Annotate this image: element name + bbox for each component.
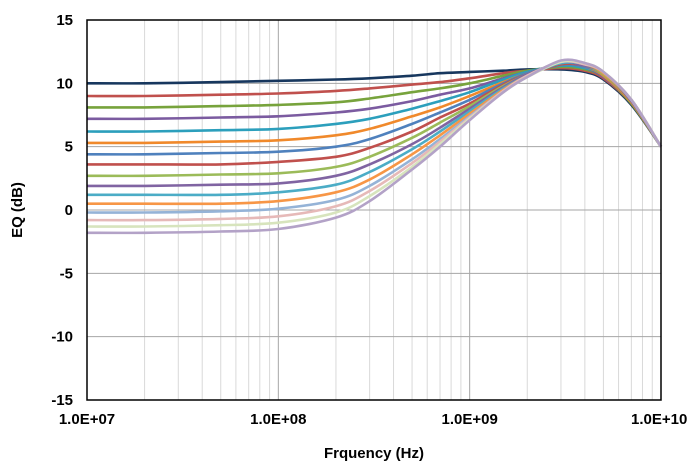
series-lines — [86, 58, 663, 235]
y-tick-label: 5 — [65, 139, 73, 156]
y-tick-label: 10 — [56, 75, 73, 92]
y-tick-label: -5 — [60, 265, 73, 282]
plot-area-border — [86, 19, 662, 401]
y-tick-labels: 15 10 5 0 -5 -10 -15 — [51, 12, 73, 409]
y-axis-label: EQ (dB) — [9, 182, 26, 238]
y-tick-label: -10 — [51, 329, 73, 346]
x-tick-label: 1.0E+07 — [59, 411, 115, 428]
y-tick-label: 0 — [65, 202, 73, 219]
y-tick-label: -15 — [51, 392, 73, 409]
y-tick-label: 15 — [56, 12, 73, 29]
series-line-16 — [86, 58, 663, 235]
x-tick-label: 1.0E+10 — [631, 411, 687, 428]
x-axis-label: Frquency (Hz) — [324, 445, 424, 462]
x-tick-label: 1.0E+09 — [442, 411, 498, 428]
x-tick-labels: 1.0E+07 1.0E+08 1.0E+09 1.0E+10 — [59, 411, 687, 428]
x-tick-label: 1.0E+08 — [250, 411, 306, 428]
